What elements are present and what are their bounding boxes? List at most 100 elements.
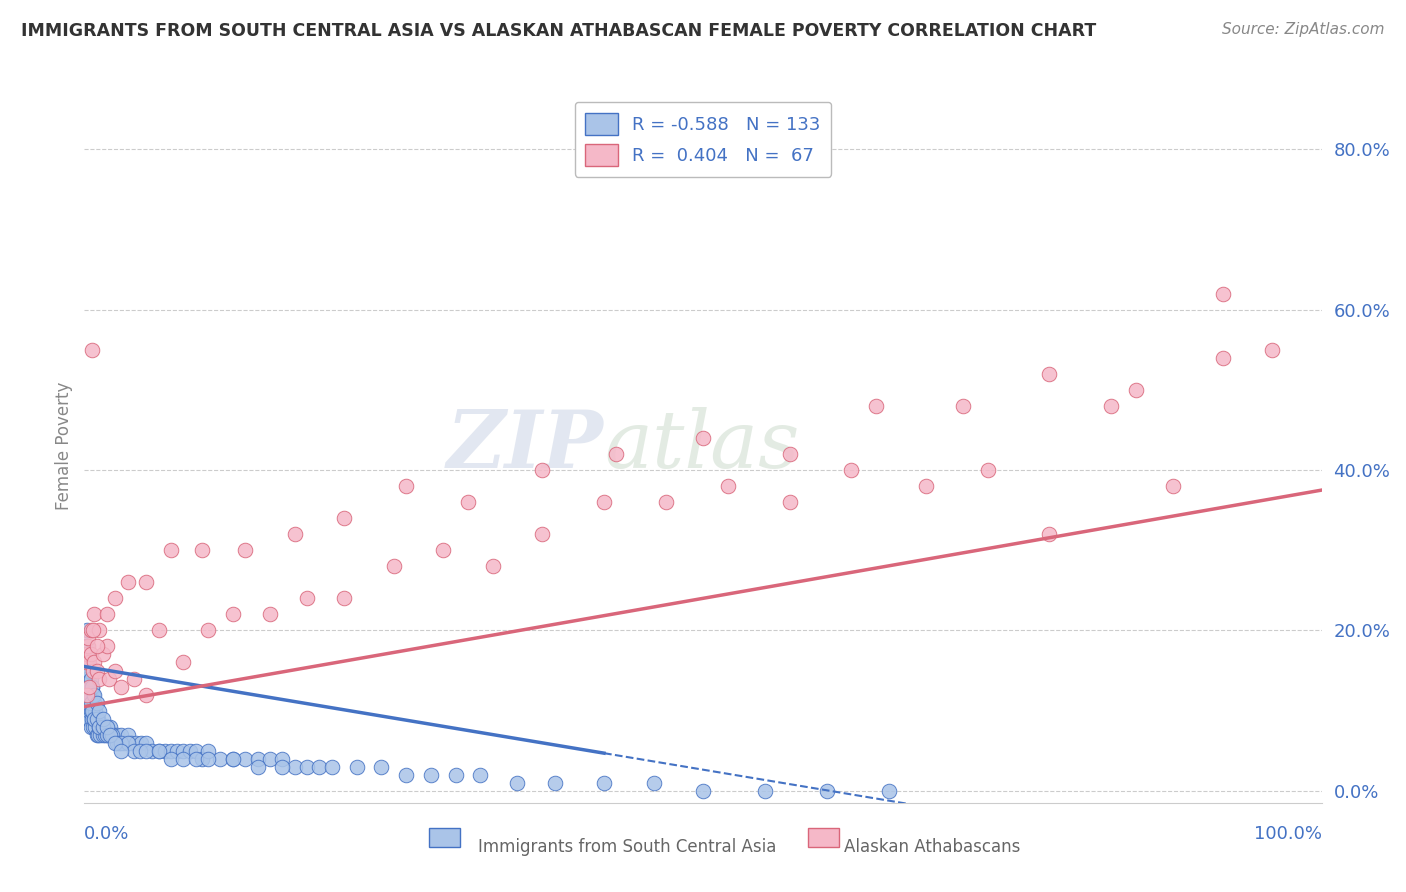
Point bbox=[96, 720, 118, 734]
Point bbox=[97, 728, 120, 742]
Point bbox=[93, 720, 115, 734]
Point bbox=[184, 752, 207, 766]
Point bbox=[75, 640, 97, 654]
Point bbox=[531, 527, 554, 541]
Point bbox=[135, 688, 157, 702]
Point bbox=[86, 664, 108, 678]
Point bbox=[105, 736, 128, 750]
Point bbox=[91, 648, 114, 662]
Text: atlas: atlas bbox=[605, 408, 800, 484]
Point bbox=[191, 752, 214, 766]
Point bbox=[271, 752, 294, 766]
Point bbox=[1212, 351, 1234, 365]
Point bbox=[76, 704, 98, 718]
Point bbox=[692, 431, 714, 445]
Point bbox=[79, 696, 101, 710]
Point bbox=[94, 728, 117, 742]
Point bbox=[79, 688, 101, 702]
Point bbox=[481, 559, 503, 574]
Point bbox=[122, 672, 145, 686]
Point bbox=[135, 744, 157, 758]
Point bbox=[779, 495, 801, 509]
Point bbox=[98, 720, 121, 734]
Point bbox=[148, 744, 170, 758]
Point bbox=[76, 656, 98, 670]
Point bbox=[80, 680, 103, 694]
Point bbox=[87, 728, 110, 742]
Point bbox=[952, 399, 974, 413]
Point bbox=[110, 736, 132, 750]
Point bbox=[76, 688, 98, 702]
Point bbox=[593, 495, 616, 509]
Point bbox=[506, 776, 529, 790]
Point bbox=[76, 688, 98, 702]
Point bbox=[259, 607, 281, 622]
Point bbox=[89, 624, 111, 638]
Point bbox=[444, 768, 467, 782]
Point bbox=[104, 736, 127, 750]
Point bbox=[103, 728, 125, 742]
Point bbox=[120, 736, 142, 750]
Point bbox=[77, 680, 100, 694]
Point bbox=[86, 712, 108, 726]
Point bbox=[605, 447, 627, 461]
Point bbox=[976, 463, 998, 477]
Point bbox=[117, 575, 139, 590]
Point bbox=[191, 543, 214, 558]
Point bbox=[79, 688, 101, 702]
Point bbox=[77, 640, 100, 654]
Y-axis label: Female Poverty: Female Poverty bbox=[55, 382, 73, 510]
Point bbox=[112, 736, 135, 750]
Point bbox=[179, 744, 201, 758]
Point bbox=[79, 704, 101, 718]
Point bbox=[110, 680, 132, 694]
Point bbox=[84, 704, 107, 718]
Point bbox=[117, 736, 139, 750]
Point bbox=[86, 728, 108, 742]
Point bbox=[841, 463, 863, 477]
Point bbox=[692, 784, 714, 798]
Point bbox=[75, 672, 97, 686]
Point bbox=[197, 744, 219, 758]
Point bbox=[259, 752, 281, 766]
Point bbox=[135, 575, 157, 590]
Text: ZIP: ZIP bbox=[447, 408, 605, 484]
Point bbox=[79, 672, 101, 686]
Point bbox=[246, 752, 269, 766]
Point bbox=[77, 680, 100, 694]
Point bbox=[160, 752, 183, 766]
Point bbox=[79, 712, 101, 726]
Point bbox=[98, 728, 121, 742]
Point bbox=[1099, 399, 1122, 413]
Point bbox=[117, 728, 139, 742]
Point bbox=[865, 399, 887, 413]
Point bbox=[79, 656, 101, 670]
Point bbox=[82, 688, 104, 702]
Point bbox=[77, 712, 100, 726]
Point bbox=[295, 591, 318, 606]
Point bbox=[779, 447, 801, 461]
Point bbox=[83, 696, 105, 710]
Point bbox=[333, 511, 356, 525]
Point bbox=[79, 720, 101, 734]
Point bbox=[76, 672, 98, 686]
Point bbox=[1212, 286, 1234, 301]
Point bbox=[877, 784, 900, 798]
Point bbox=[346, 760, 368, 774]
Point bbox=[655, 495, 678, 509]
Point bbox=[77, 648, 100, 662]
Point bbox=[96, 728, 118, 742]
Point bbox=[104, 591, 127, 606]
Point bbox=[148, 624, 170, 638]
Point bbox=[754, 784, 776, 798]
Point bbox=[79, 648, 101, 662]
Point bbox=[370, 760, 392, 774]
Point bbox=[77, 664, 100, 678]
Point bbox=[1125, 383, 1147, 397]
Point bbox=[593, 776, 616, 790]
Point bbox=[395, 768, 418, 782]
Point bbox=[122, 744, 145, 758]
Point bbox=[79, 688, 101, 702]
Point bbox=[129, 736, 152, 750]
Point bbox=[76, 640, 98, 654]
